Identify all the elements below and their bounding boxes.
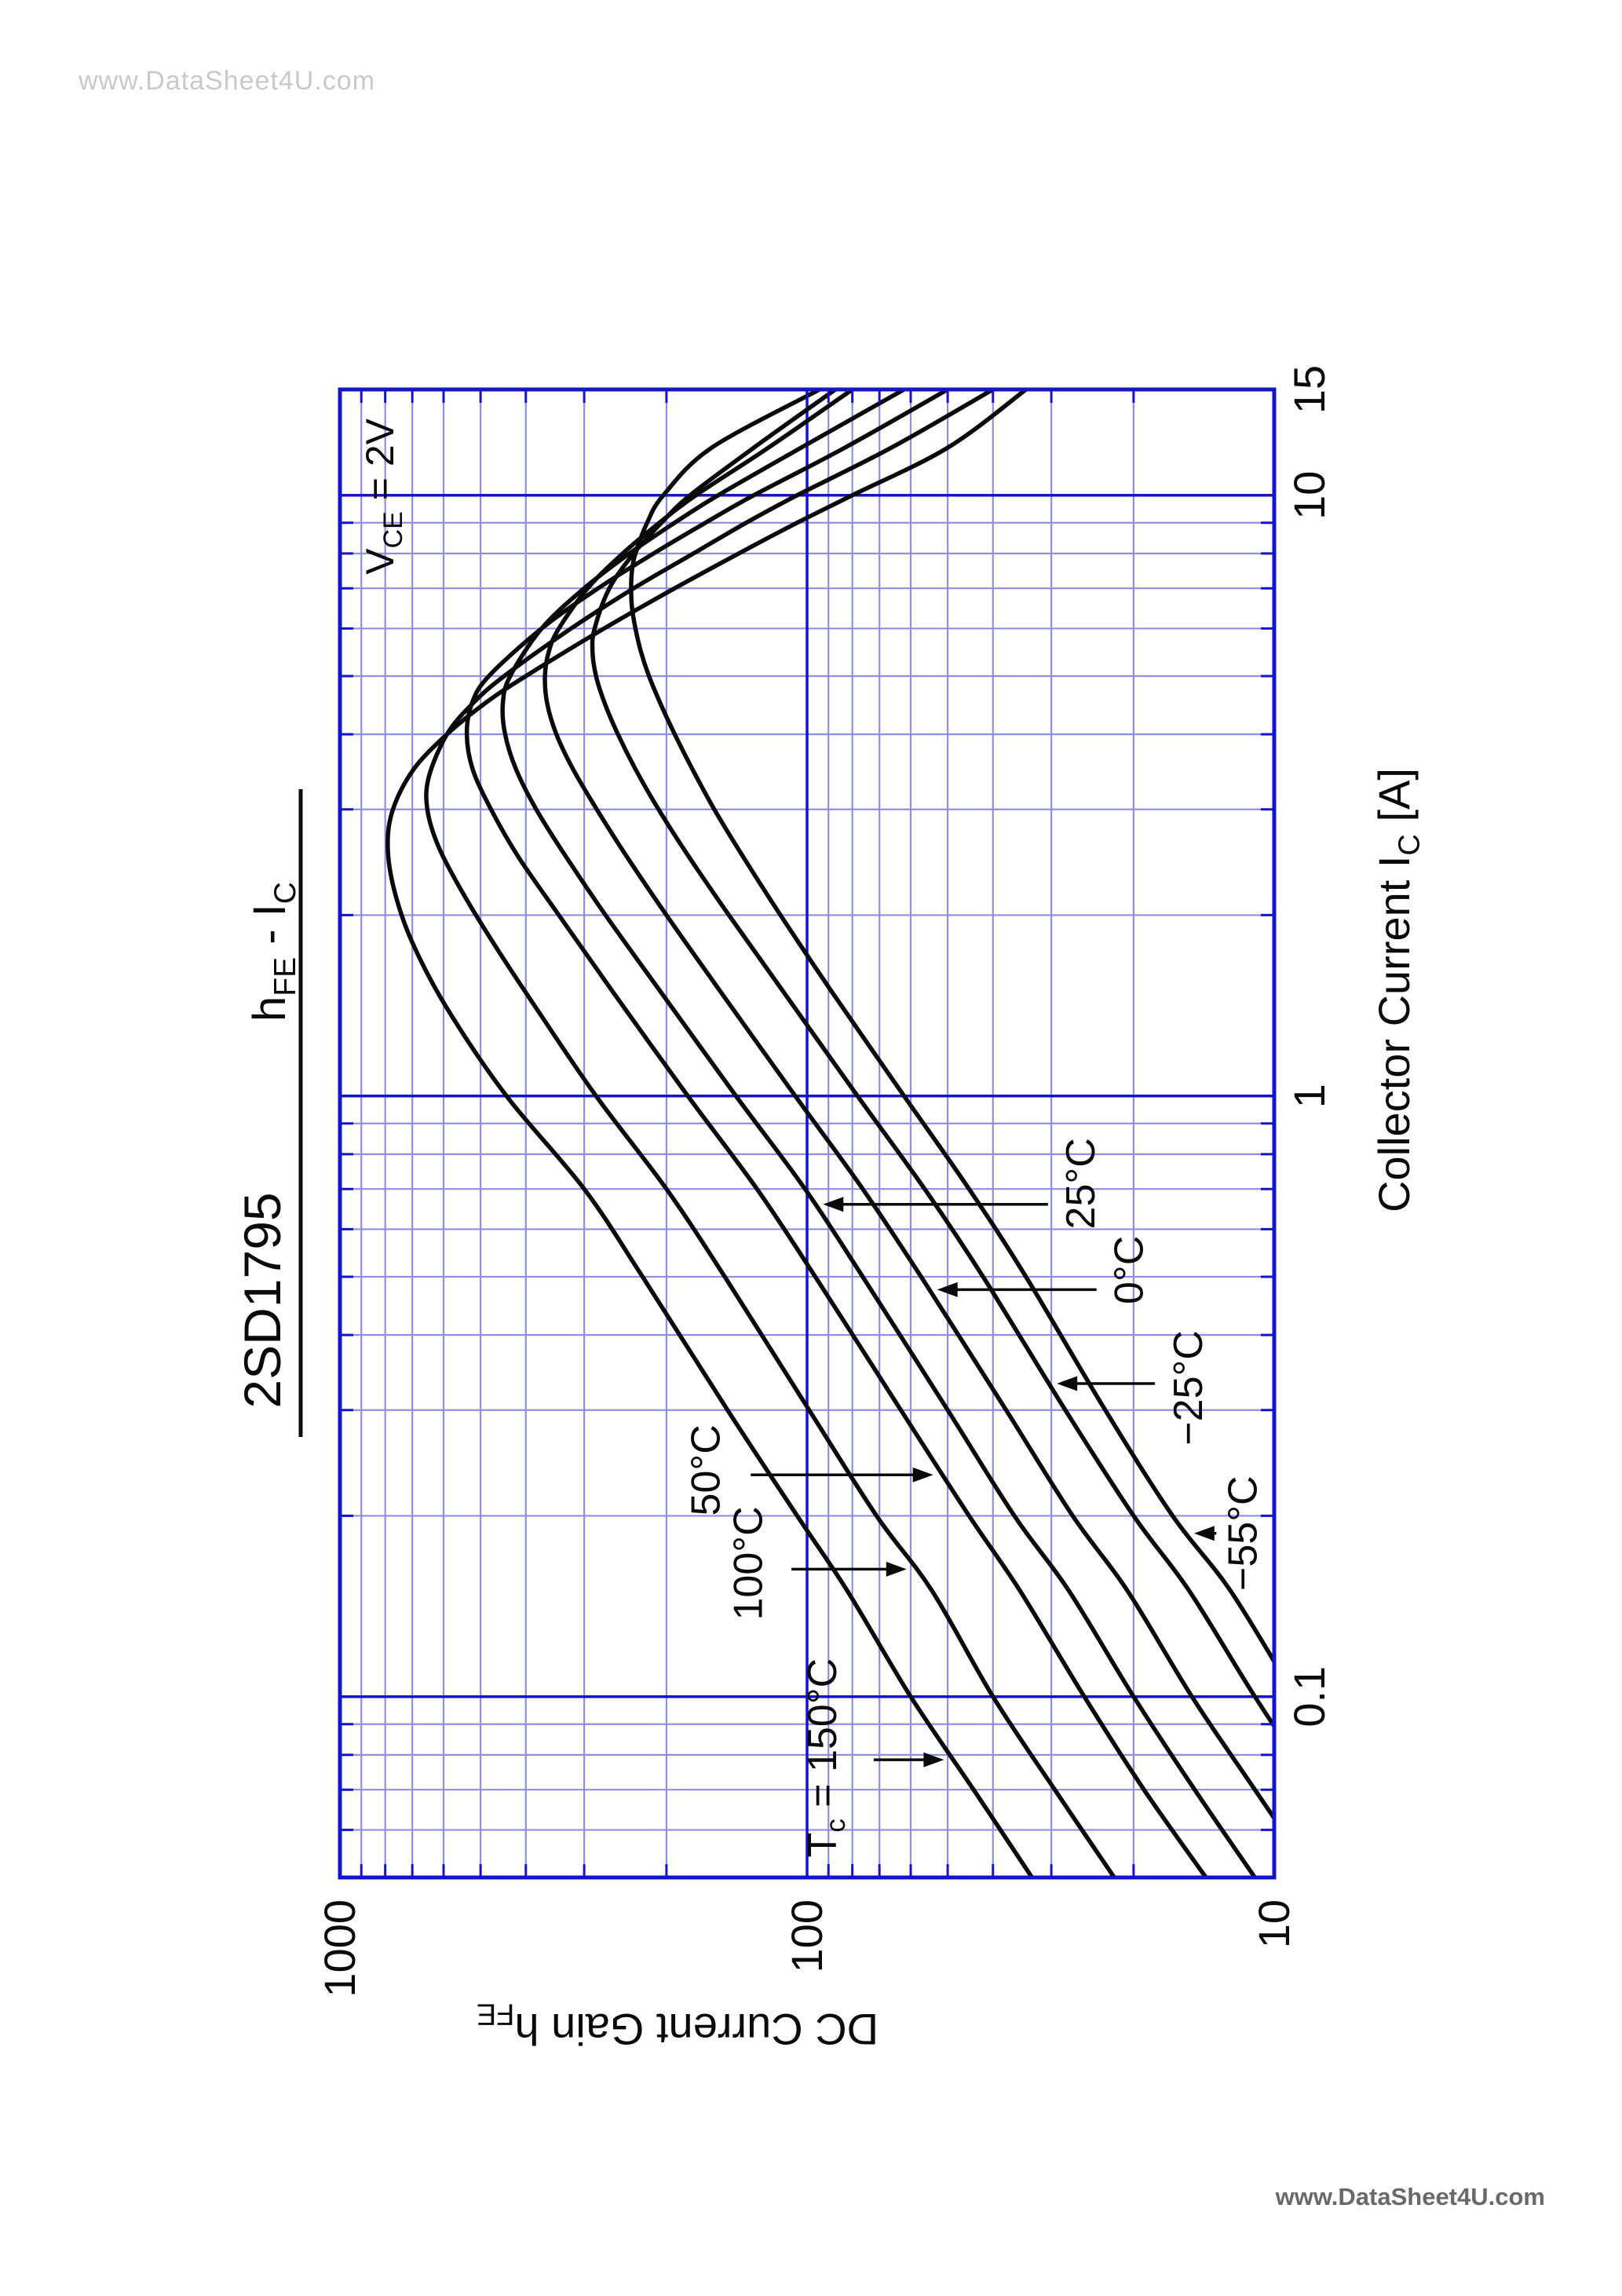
- y-tick-label: 10: [1249, 1899, 1299, 1948]
- annotation-arrowhead: [886, 1561, 907, 1577]
- curve-150c: [385, 389, 1035, 1877]
- annotation-label--55c: −55°C: [1220, 1475, 1266, 1591]
- annotation-label-100c: 100°C: [725, 1506, 771, 1620]
- curve-0c: [542, 389, 1274, 1877]
- plot-frame-and-ticks: [338, 387, 1277, 1880]
- annotation-arrowhead: [1057, 1376, 1078, 1391]
- hfe-vs-ic-chart: 0.1 1 10 15 1000 100 10 Tc = 150°C 100°C50°C 25°…: [233, 365, 1426, 2054]
- annotation-label-0c: 0°C: [1107, 1236, 1153, 1304]
- curve-100c: [424, 389, 1117, 1877]
- curve-50c: [464, 389, 1208, 1877]
- x-tick-label: 15: [1284, 365, 1334, 414]
- annotation-label-25c: 25°C: [1058, 1138, 1104, 1229]
- temperature-curves: [385, 389, 1274, 1877]
- annotation-arrowhead: [937, 1281, 958, 1297]
- plot-border: [338, 387, 1277, 1880]
- rotated-chart-area: 0.1 1 10 15 1000 100 10 Tc = 150°C 100°C 50°C 25°…: [206, 323, 1455, 2066]
- curve--25c: [590, 389, 1274, 1877]
- chart-subtitle: hFE - IC: [244, 882, 302, 1022]
- tick-labels: 0.1 1 10 15 1000 100 10: [315, 365, 1334, 1998]
- y-tick-label: 1000: [315, 1899, 364, 1998]
- y-tick-label: 100: [782, 1899, 831, 1972]
- x-tick-label: 10: [1284, 471, 1334, 520]
- y-axis-title: DC Current Gain hFE: [477, 1998, 879, 2054]
- curve--55c: [629, 389, 1274, 1877]
- grid-lines: [340, 389, 1274, 1877]
- watermark-top: www.DataSheet4U.com: [79, 66, 376, 96]
- x-axis-title: Collector Current IC [A]: [1369, 768, 1426, 1212]
- watermark-bottom: www.DataSheet4U.com: [1275, 2183, 1545, 2210]
- page-title: 2SD1795: [233, 1192, 291, 1408]
- annotation-arrowhead: [912, 1467, 933, 1483]
- x-tick-label: 1: [1284, 1084, 1334, 1108]
- annotation-arrowhead: [1193, 1526, 1215, 1541]
- vce-condition-label: VCE = 2V: [358, 418, 408, 574]
- annotation-label--25c: −25°C: [1166, 1330, 1211, 1446]
- x-tick-label: 0.1: [1284, 1666, 1334, 1727]
- annotation-arrowhead: [823, 1197, 844, 1212]
- annotation-label-50c: 50°C: [684, 1424, 729, 1515]
- annotation-arrowhead: [923, 1752, 944, 1768]
- curve-annotations: Tc = 150°C 100°C50°C 25°C0°C −25°C−55°C: [684, 1138, 1266, 1857]
- annotation-label-150c: Tc = 150°C: [800, 1658, 851, 1858]
